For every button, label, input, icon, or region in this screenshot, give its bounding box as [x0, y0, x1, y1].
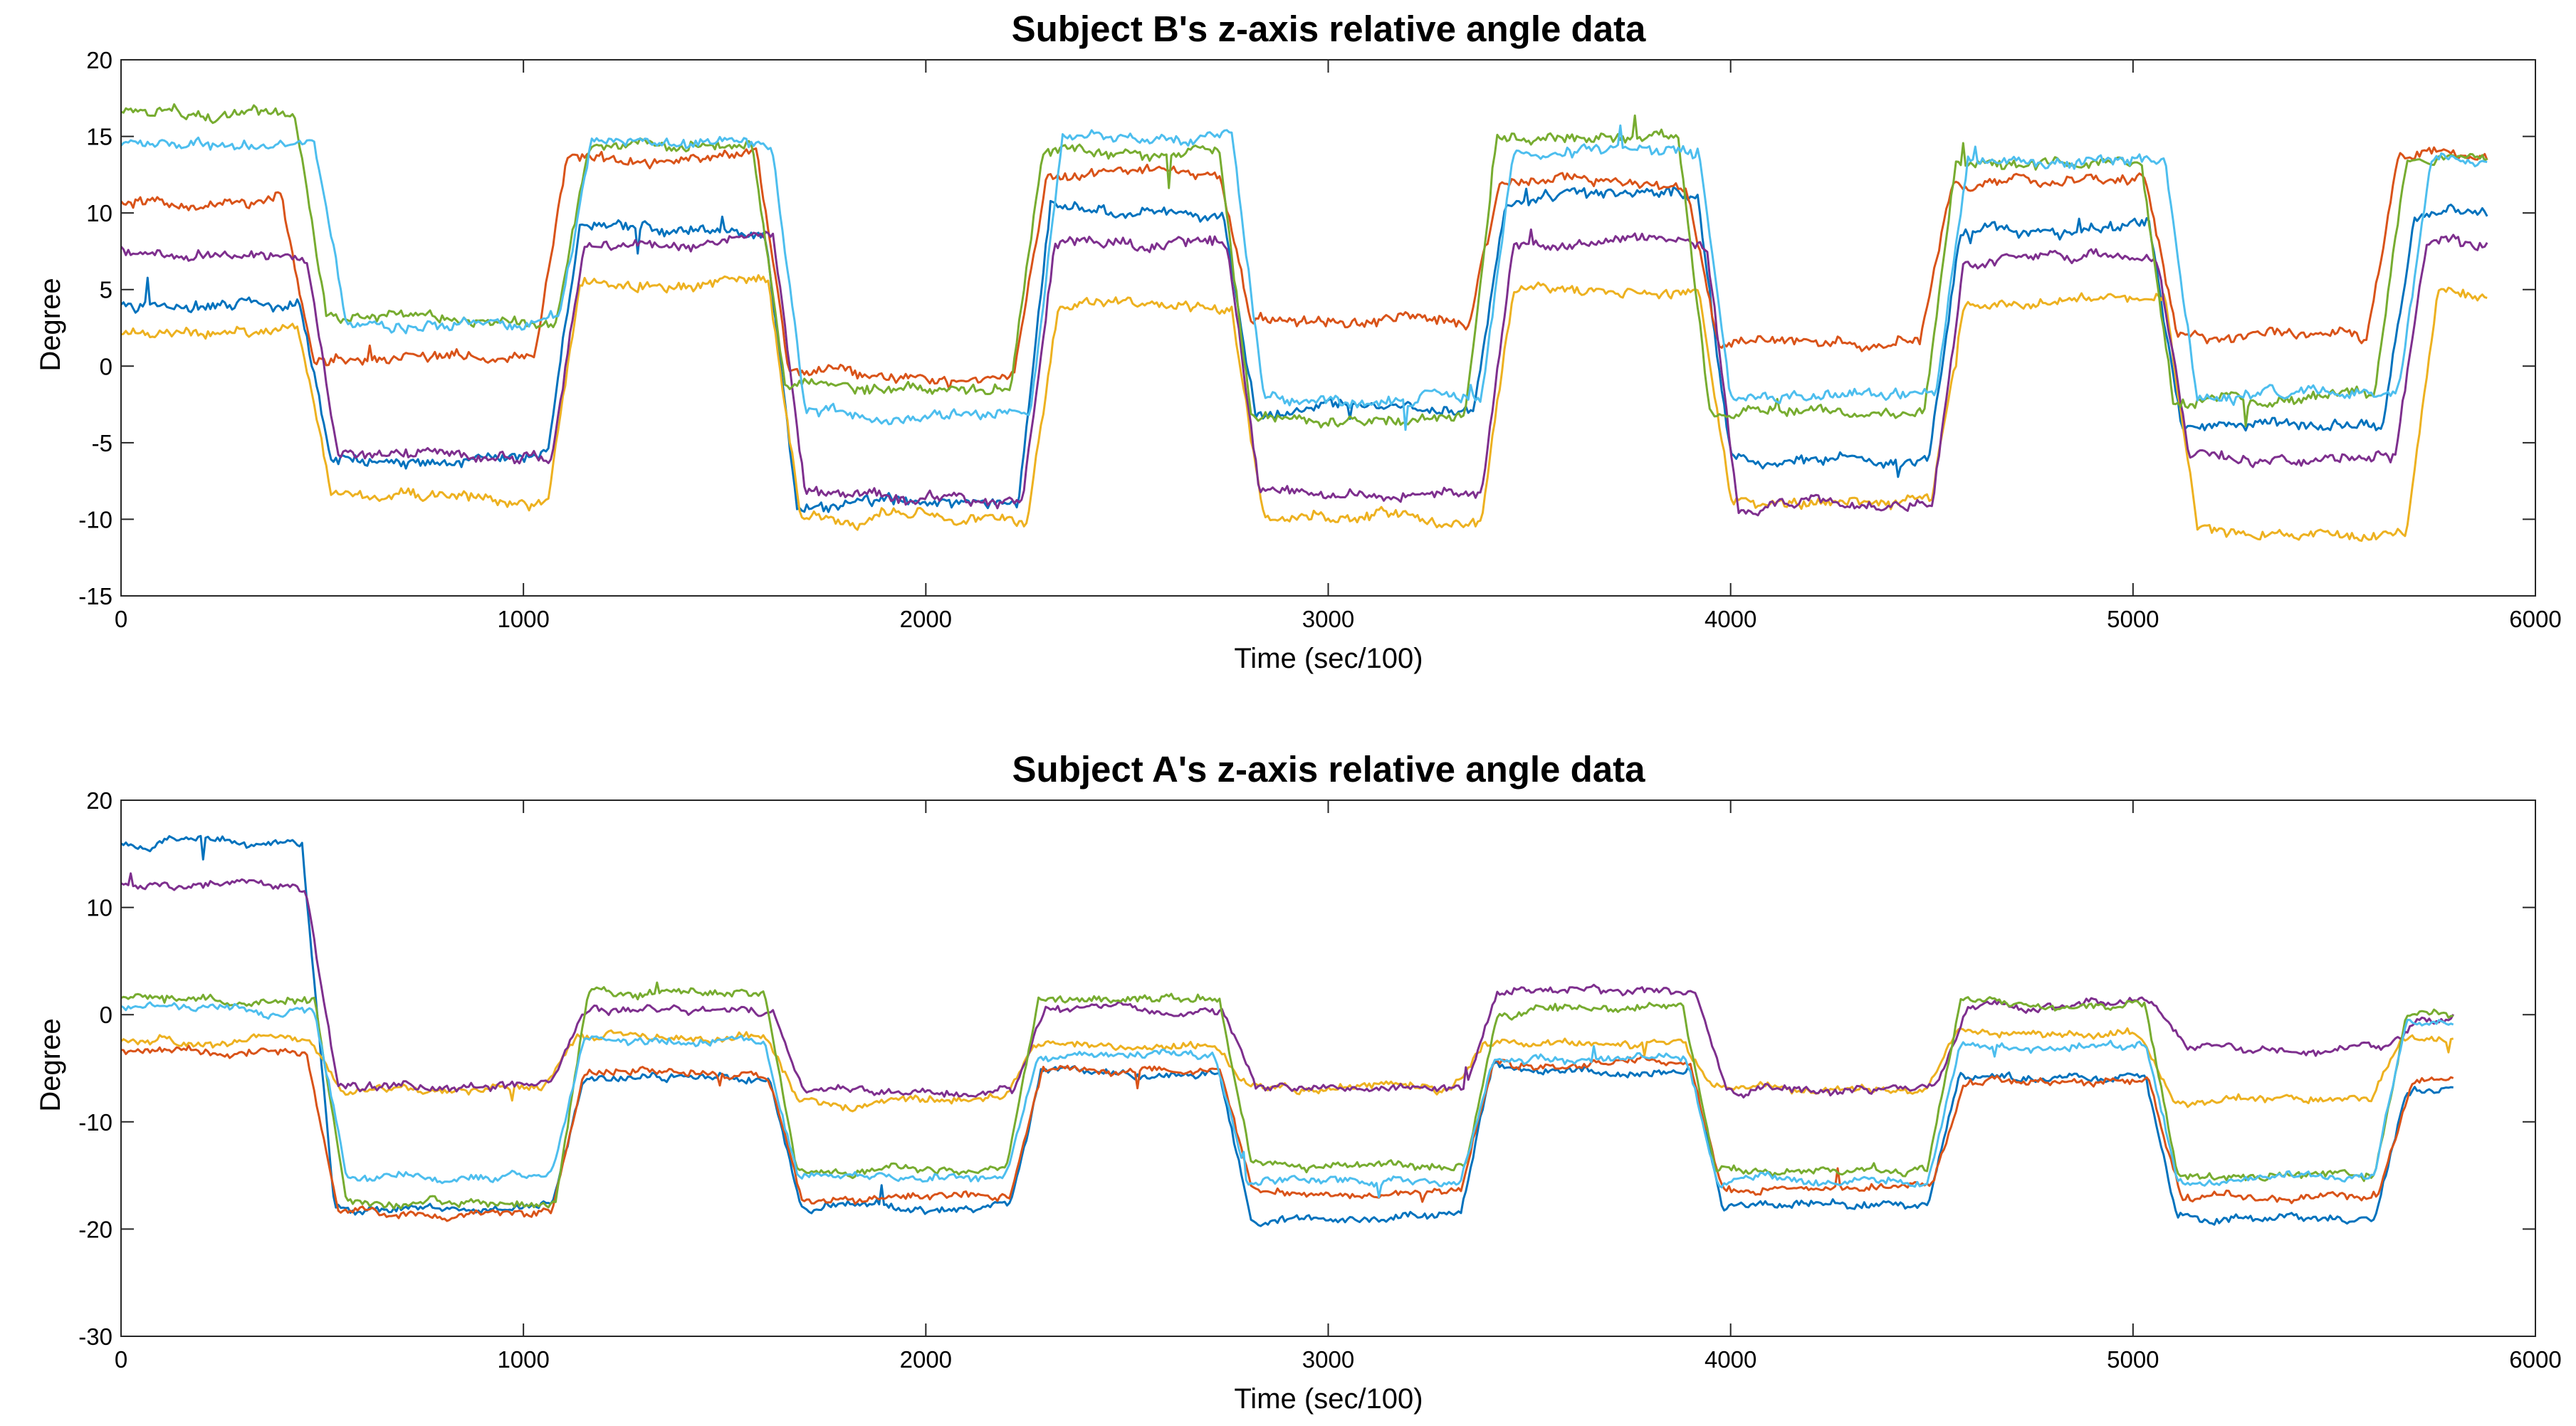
y-tick-label: 5	[100, 277, 112, 303]
x-tick-label: 6000	[2509, 606, 2561, 632]
y-axis-label: Degree	[35, 1018, 66, 1111]
y-tick-label: 0	[100, 353, 112, 379]
series-line-2	[120, 146, 2488, 391]
x-tick-label: 0	[115, 606, 127, 632]
y-tick-label: 20	[86, 787, 112, 814]
plot-lines	[120, 834, 2455, 1227]
plot-lines	[120, 103, 2488, 542]
y-tick-label: -15	[78, 583, 112, 609]
series-line-1	[120, 834, 2454, 1227]
y-tick-label: 10	[86, 200, 112, 226]
chart-title: Subject A's z-axis relative angle data	[1012, 749, 1646, 790]
axes-box	[120, 59, 2536, 597]
y-tick-label: 15	[86, 124, 112, 150]
series-line-4	[120, 228, 2488, 517]
x-tick-label: 1000	[497, 606, 549, 632]
y-tick-label: 20	[86, 47, 112, 73]
x-axis-label: Time (sec/100)	[1234, 1383, 1423, 1415]
x-tick-label: 4000	[1705, 606, 1756, 632]
y-tick-label: 0	[100, 1002, 112, 1028]
x-tick-label: 3000	[1302, 606, 1354, 632]
chart-subject-b: Subject B's z-axis relative angle data T…	[35, 9, 2562, 674]
series-line-5	[120, 981, 2454, 1210]
series-line-6	[120, 124, 2488, 431]
y-tick-label: -10	[78, 506, 112, 533]
series-line-2	[120, 1044, 2454, 1222]
x-tick-label: 4000	[1705, 1346, 1756, 1373]
y-tick-label: 10	[86, 895, 112, 921]
x-tick-label: 2000	[900, 1346, 952, 1373]
series-line-5	[120, 103, 2488, 429]
axis-ticks: 0 1000 2000 3000 4000 5000 6000 -30 -20 -10 0 10 20	[78, 787, 2561, 1373]
y-tick-label: -5	[92, 430, 112, 456]
x-tick-label: 5000	[2107, 1346, 2159, 1373]
x-tick-label: 3000	[1302, 1346, 1354, 1373]
y-tick-label: -20	[78, 1216, 112, 1242]
series-line-1	[120, 186, 2488, 513]
x-tick-label: 0	[115, 1346, 127, 1373]
series-line-6	[120, 1001, 2454, 1199]
chart-subject-a: Subject A's z-axis relative angle data T…	[35, 749, 2562, 1415]
x-tick-label: 1000	[497, 1346, 549, 1373]
y-tick-label: -30	[78, 1323, 112, 1350]
series-line-3	[120, 274, 2488, 542]
chart-title: Subject B's z-axis relative angle data	[1012, 9, 1646, 49]
axis-ticks: 0 1000 2000 3000 4000 5000 6000 -15 -10 -5 0 5 10 15 2…	[78, 47, 2561, 632]
x-tick-label: 2000	[900, 606, 952, 632]
x-axis-label: Time (sec/100)	[1234, 643, 1423, 674]
x-tick-label: 5000	[2107, 606, 2159, 632]
y-axis-label: Degree	[35, 278, 66, 371]
x-tick-label: 6000	[2509, 1346, 2561, 1373]
y-tick-label: -10	[78, 1109, 112, 1136]
axes-box	[120, 799, 2536, 1337]
